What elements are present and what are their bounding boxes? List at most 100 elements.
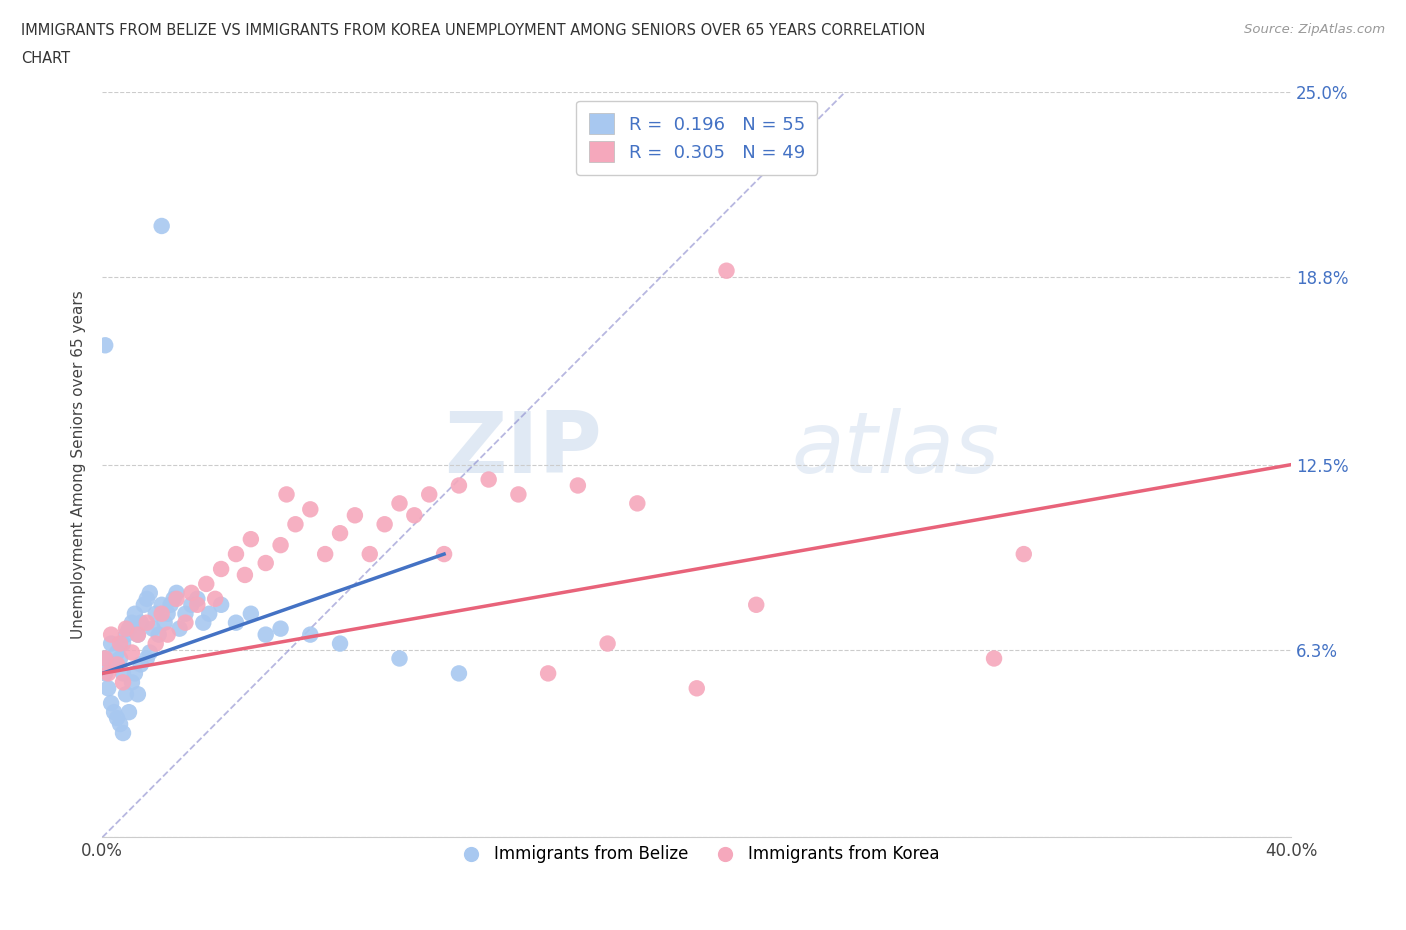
Text: atlas: atlas [792, 408, 1000, 491]
Point [108, 651, 131, 666]
Point [225, 616, 247, 631]
Point [94, 651, 117, 666]
Point [150, 597, 173, 612]
Point [124, 606, 146, 621]
Point [233, 567, 256, 582]
Point [156, 606, 179, 621]
Point [118, 621, 141, 636]
Point [374, 517, 396, 532]
Text: ZIP: ZIP [444, 408, 602, 491]
Point [118, 705, 141, 720]
Point [139, 645, 162, 660]
Point [225, 547, 247, 562]
Point [127, 627, 149, 642]
Point [139, 585, 162, 600]
Point [127, 627, 149, 642]
Point [135, 651, 157, 666]
Point [239, 606, 262, 621]
Point [204, 591, 226, 606]
Point [239, 532, 262, 547]
Point [433, 547, 456, 562]
Point [686, 681, 709, 696]
Point [97, 666, 120, 681]
Point [404, 508, 426, 523]
Point [127, 687, 149, 702]
Point [329, 525, 352, 540]
Point [270, 621, 292, 636]
Point [162, 591, 184, 606]
Point [97, 681, 120, 696]
Point [94, 651, 117, 666]
Point [148, 627, 170, 642]
Point [329, 636, 352, 651]
Point [111, 666, 134, 681]
Point [142, 621, 165, 636]
Point [100, 636, 122, 651]
Point [115, 627, 138, 642]
Point [359, 547, 381, 562]
Point [129, 657, 152, 671]
Point [94, 666, 117, 681]
Point [156, 627, 179, 642]
Text: IMMIGRANTS FROM BELIZE VS IMMIGRANTS FROM KOREA UNEMPLOYMENT AMONG SENIORS OVER : IMMIGRANTS FROM BELIZE VS IMMIGRANTS FRO… [21, 23, 925, 38]
Point [343, 508, 366, 523]
Text: CHART: CHART [21, 51, 70, 66]
Point [111, 675, 134, 690]
Point [115, 687, 138, 702]
Point [174, 606, 197, 621]
Point [314, 547, 336, 562]
Point [180, 597, 202, 612]
Point [388, 651, 411, 666]
Point [153, 616, 176, 631]
Point [180, 585, 202, 600]
Point [166, 585, 188, 600]
Point [129, 616, 152, 631]
Point [105, 711, 128, 725]
Point [111, 725, 134, 740]
Point [478, 472, 501, 487]
Point [100, 627, 122, 642]
Point [174, 616, 197, 631]
Point [254, 627, 277, 642]
Point [145, 636, 167, 651]
Point [103, 657, 125, 671]
Point [150, 606, 173, 621]
Point [135, 616, 157, 631]
Point [299, 502, 322, 517]
Point [124, 666, 146, 681]
Legend: Immigrants from Belize, Immigrants from Korea: Immigrants from Belize, Immigrants from … [447, 839, 946, 870]
Point [418, 487, 440, 502]
Point [145, 606, 167, 621]
Point [254, 555, 277, 570]
Point [121, 675, 143, 690]
Point [209, 597, 232, 612]
Point [537, 666, 560, 681]
Point [195, 577, 218, 591]
Point [108, 717, 131, 732]
Point [209, 562, 232, 577]
Point [166, 591, 188, 606]
Point [198, 606, 221, 621]
Point [186, 591, 208, 606]
Point [135, 591, 157, 606]
Point [1012, 547, 1035, 562]
Point [447, 478, 470, 493]
Point [626, 496, 648, 511]
Point [100, 696, 122, 711]
Point [186, 597, 208, 612]
Point [111, 636, 134, 651]
Point [284, 517, 307, 532]
Point [94, 338, 117, 352]
Point [745, 597, 768, 612]
Point [169, 621, 191, 636]
Point [132, 597, 155, 612]
Point [108, 636, 131, 651]
Point [121, 645, 143, 660]
Point [567, 478, 589, 493]
Point [299, 627, 322, 642]
Point [276, 487, 298, 502]
Point [105, 645, 128, 660]
Point [105, 657, 128, 671]
Point [115, 621, 138, 636]
Point [270, 538, 292, 552]
